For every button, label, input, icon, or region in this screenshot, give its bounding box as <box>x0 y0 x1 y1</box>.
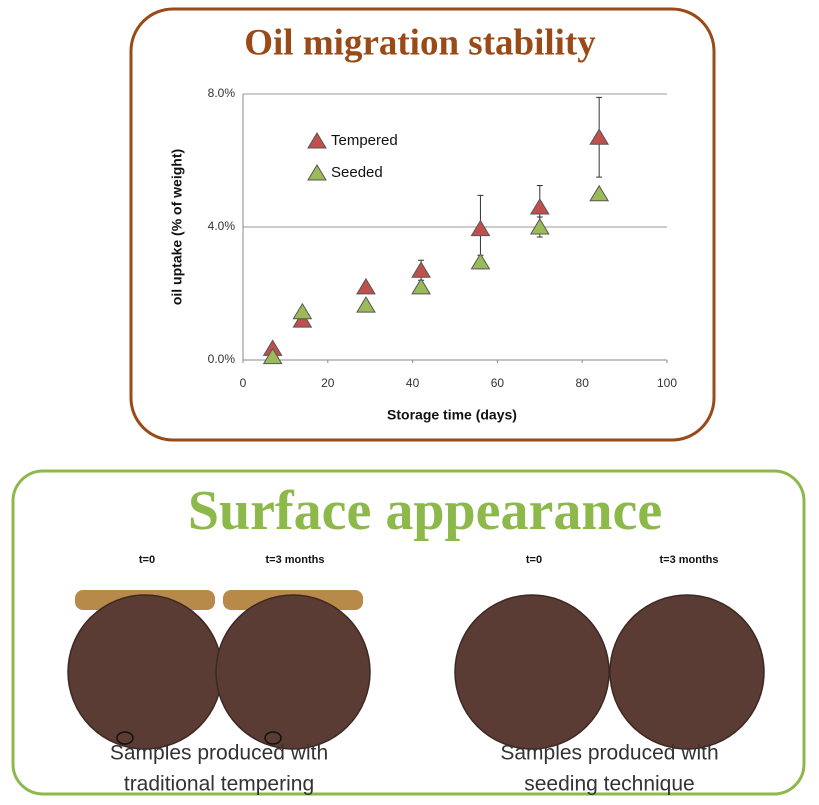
data-point <box>471 221 489 236</box>
legend-label: Seeded <box>331 164 383 181</box>
data-point <box>357 297 375 312</box>
legend-label: Tempered <box>331 132 398 149</box>
x-tick-label: 0 <box>240 376 247 390</box>
x-tick-label: 80 <box>576 376 590 390</box>
sample-caption: traditional tempering <box>124 773 314 796</box>
data-point <box>412 262 430 277</box>
sample-label: t=0 <box>526 554 542 566</box>
page: Oil migration stability Storage time (da… <box>0 0 819 805</box>
sample-label: t=3 months <box>660 554 719 566</box>
sample-image <box>455 595 609 749</box>
data-point <box>531 199 549 214</box>
data-point <box>357 279 375 294</box>
sample-label: t=0 <box>139 554 155 566</box>
surface-title: Surface appearance <box>188 480 662 542</box>
data-point <box>471 254 489 269</box>
y-tick-label: 4.0% <box>208 219 236 233</box>
legend-marker <box>308 165 326 180</box>
x-tick-label: 20 <box>321 376 335 390</box>
y-tick-label: 8.0% <box>208 86 236 100</box>
sample-image <box>68 595 222 749</box>
legend-marker <box>308 133 326 148</box>
y-tick-label: 0.0% <box>208 352 236 366</box>
x-tick-label: 60 <box>491 376 505 390</box>
sample-label: t=3 months <box>266 554 325 566</box>
data-point <box>412 279 430 294</box>
sample-image <box>216 595 370 749</box>
y-axis-title: oil uptake (% of weight) <box>169 149 185 305</box>
sample-caption: Samples produced with <box>500 742 718 765</box>
sample-caption: seeding technique <box>524 773 694 796</box>
chart-title: Oil migration stability <box>244 22 596 63</box>
data-point <box>590 186 608 201</box>
sample-image <box>610 595 764 749</box>
x-tick-label: 100 <box>657 376 677 390</box>
data-point <box>293 304 311 319</box>
x-axis-title: Storage time (days) <box>387 407 517 423</box>
data-point <box>590 129 608 144</box>
x-tick-label: 40 <box>406 376 420 390</box>
sample-caption: Samples produced with <box>110 742 328 765</box>
